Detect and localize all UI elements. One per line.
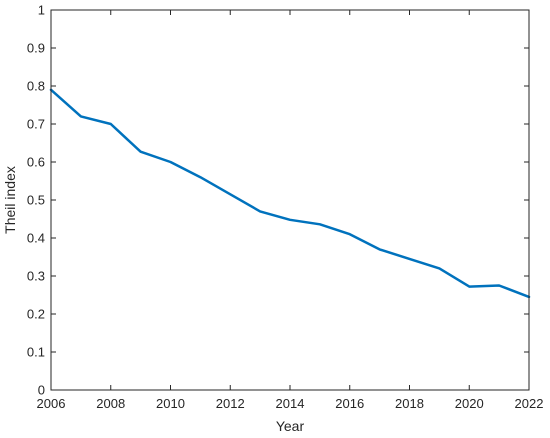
y-tick-label: 0.2 xyxy=(27,307,45,322)
plot-area-frame xyxy=(50,9,530,391)
x-tick-label: 2020 xyxy=(455,396,484,411)
y-tick-label: 0.4 xyxy=(27,231,45,246)
y-tick-label: 0.9 xyxy=(27,41,45,56)
series-layer xyxy=(49,88,531,299)
x-tick-label: 2018 xyxy=(395,396,424,411)
x-tick-label: 2022 xyxy=(515,396,544,411)
y-tick-label: 0 xyxy=(38,383,45,398)
x-tick-label: 2010 xyxy=(156,396,185,411)
y-tick-labels: 0 0.1 0.2 0.3 0.4 0.5 0.6 0.7 0.8 0.9 1 xyxy=(27,3,45,398)
y-tick-label: 1 xyxy=(38,3,45,18)
y-tick-label: 0.7 xyxy=(27,117,45,132)
y-axis-label: Theil index xyxy=(2,166,18,234)
y-tick-label: 0.8 xyxy=(27,79,45,94)
x-tick-label: 2014 xyxy=(276,396,305,411)
series-line xyxy=(49,88,531,299)
x-tick-label: 2008 xyxy=(96,396,125,411)
x-tick-label: 2012 xyxy=(216,396,245,411)
x-tick-label: 2006 xyxy=(37,396,66,411)
x-axis-label: Year xyxy=(276,418,305,434)
x-tick-label: 2016 xyxy=(335,396,364,411)
y-tick-label: 0.5 xyxy=(27,193,45,208)
y-tick-label: 0.3 xyxy=(27,269,45,284)
y-tick-label: 0.6 xyxy=(27,155,45,170)
axis-ticks xyxy=(50,9,530,391)
y-tick-label: 0.1 xyxy=(27,345,45,360)
x-tick-labels: 2006 2008 2010 2012 2014 2016 2018 2020 2022 xyxy=(37,396,544,411)
